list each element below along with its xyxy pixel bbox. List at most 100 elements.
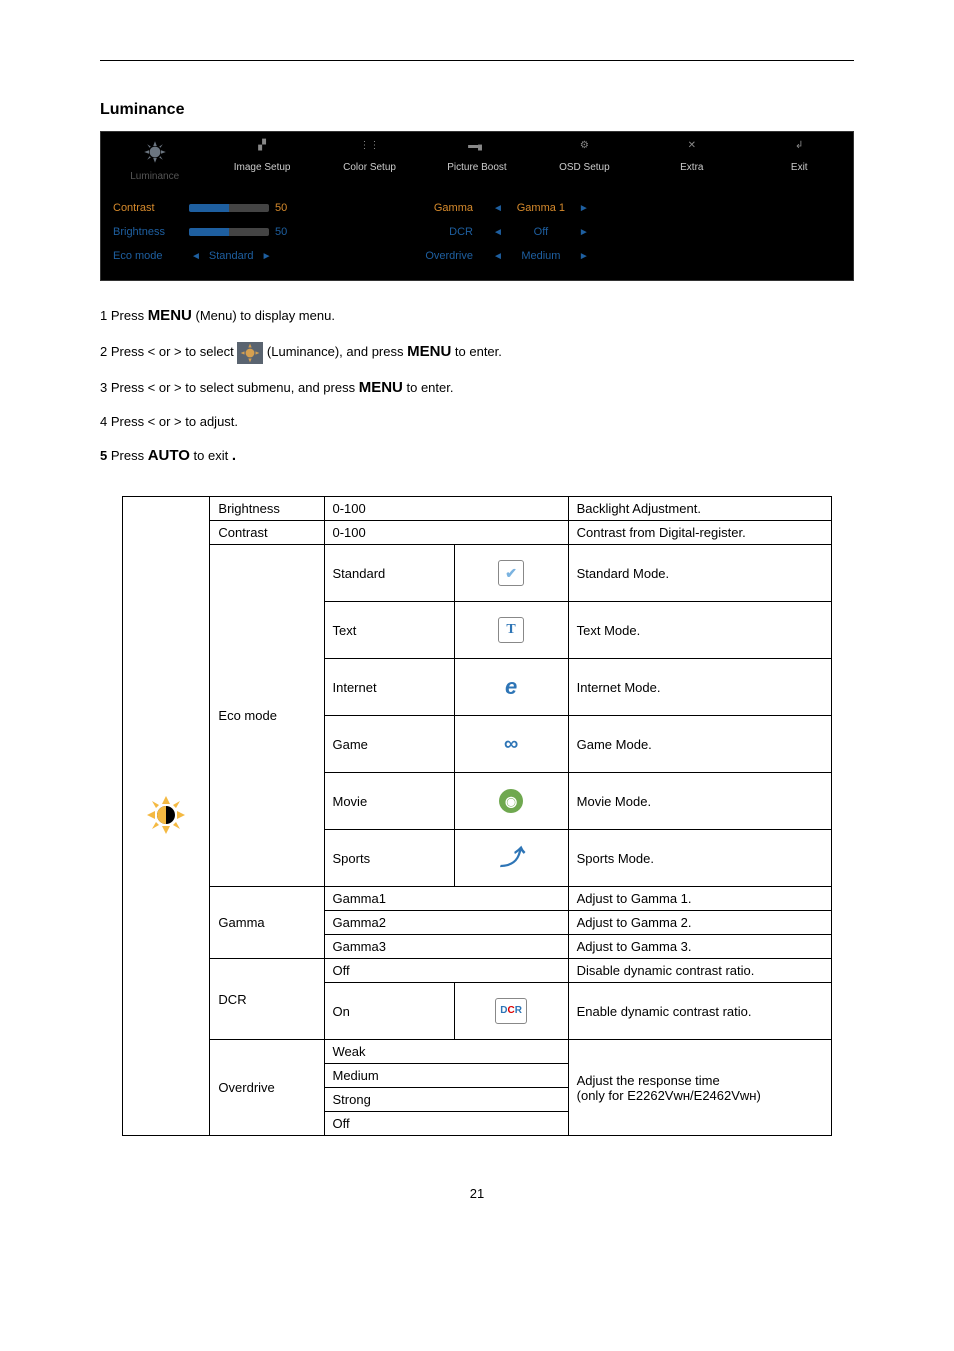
arrow-left-icon: ◄ — [485, 227, 511, 238]
arrow-right-icon: ► — [571, 251, 597, 262]
cell-dcr-on-desc: Enable dynamic contrast ratio. — [568, 983, 831, 1040]
cell-od-off: Off — [324, 1112, 568, 1136]
osd-row-gamma-val: ◄ Gamma 1 ► — [485, 196, 841, 220]
osd-value: Medium — [511, 250, 571, 262]
cell-eco-sports-desc: Sports Mode. — [568, 830, 831, 887]
luminance-main-icon — [146, 795, 186, 835]
cell-overdrive-desc: Adjust the response time (only for E2262… — [568, 1040, 831, 1136]
cell-eco-game: Game — [324, 716, 454, 773]
osd-tab-osd-setup: ⚙ OSD Setup — [531, 140, 638, 182]
cell-brightness-label: Brightness — [210, 497, 324, 521]
osd-value: 50 — [275, 226, 287, 238]
cell-gamma2: Gamma2 — [324, 911, 568, 935]
osd-tab-color-setup: ⋮⋮ Color Setup — [316, 140, 423, 182]
cell-eco-text: Text — [324, 602, 454, 659]
arrow-left-icon: ◄ — [485, 203, 511, 214]
cell-od-weak: Weak — [324, 1040, 568, 1064]
cell-dcr-on: On — [324, 983, 454, 1040]
osd-label: Gamma — [434, 202, 473, 214]
text-mode-icon: T — [498, 617, 524, 643]
cell-eco-movie-desc: Movie Mode. — [568, 773, 831, 830]
tab-label: OSD Setup — [559, 162, 610, 173]
text: (Luminance), and press — [267, 344, 407, 359]
cell-eco-sports-icon: ⤴ — [454, 830, 568, 887]
step2: 2 Press < or > to select (Luminance), an… — [100, 337, 854, 367]
osd-row-dcr-val: ◄ Off ► — [485, 220, 841, 244]
extra-icon: ✕ — [681, 140, 703, 158]
tab-label: Luminance — [130, 171, 179, 182]
cell-eco-standard-icon: ✔ — [454, 545, 568, 602]
arrow-right-icon: ► — [254, 251, 280, 262]
osd-tabs: Luminance ▞ Image Setup ⋮⋮ Color Setup ▬… — [101, 132, 853, 188]
osd-tab-image-setup: ▞ Image Setup — [208, 140, 315, 182]
osd-screenshot: Luminance ▞ Image Setup ⋮⋮ Color Setup ▬… — [100, 131, 854, 281]
spec-table: Brightness 0-100 Backlight Adjustment. C… — [122, 496, 832, 1136]
text: (only for E2262Vᴡʜ/E2462Vᴡʜ) — [577, 1088, 823, 1103]
arrow-left-icon: ◄ — [485, 251, 511, 262]
cell-dcr-off-desc: Disable dynamic contrast ratio. — [568, 959, 831, 983]
cell-eco-internet-desc: Internet Mode. — [568, 659, 831, 716]
page-title: Luminance — [100, 101, 854, 119]
osd-row-contrast: Contrast 50 — [113, 196, 313, 220]
text: to enter. — [455, 344, 502, 359]
cell-od-strong: Strong — [324, 1088, 568, 1112]
dcr-icon: DCR — [495, 998, 527, 1024]
tab-label: Color Setup — [343, 162, 396, 173]
auto-label: AUTO — [148, 447, 190, 464]
luminance-icon — [140, 140, 170, 167]
cell-eco-sports: Sports — [324, 830, 454, 887]
sports-mode-icon: ⤴ — [499, 846, 523, 870]
arrow-left-icon: ◄ — [183, 251, 209, 262]
tab-label: Image Setup — [234, 162, 291, 173]
cell-eco-internet: Internet — [324, 659, 454, 716]
cell-eco-standard: Standard — [324, 545, 454, 602]
cell-gamma3: Gamma3 — [324, 935, 568, 959]
osd-row-dcr: DCR — [313, 220, 473, 244]
osd-value: Gamma 1 — [511, 202, 571, 214]
instructions: 1 Press MENU (Menu) to display menu. 2 P… — [100, 301, 854, 471]
color-setup-icon: ⋮⋮ — [359, 140, 381, 158]
osd-value: Off — [511, 226, 571, 238]
cell-od-medium: Medium — [324, 1064, 568, 1088]
cell-eco-game-desc: Game Mode. — [568, 716, 831, 773]
image-setup-icon: ▞ — [251, 140, 273, 158]
cell-dcr-off: Off — [324, 959, 568, 983]
arrow-right-icon: ► — [571, 203, 597, 214]
slider — [189, 204, 269, 212]
osd-label: Eco mode — [113, 250, 183, 262]
text: 1 Press — [100, 308, 148, 323]
menu-label: MENU — [359, 379, 403, 396]
osd-row-ecomode: Eco mode ◄ Standard ► — [113, 244, 313, 268]
osd-tab-luminance: Luminance — [101, 140, 208, 182]
text: to exit — [194, 448, 229, 463]
cell-eco-movie: Movie — [324, 773, 454, 830]
step5: 5 Press AUTO to exit . — [100, 441, 854, 471]
text: Adjust the response time — [577, 1073, 823, 1088]
picture-boost-icon: ▬▖ — [466, 140, 488, 158]
cell-eco-text-desc: Text Mode. — [568, 602, 831, 659]
cell-contrast-desc: Contrast from Digital-register. — [568, 521, 831, 545]
cell-overdrive-label: Overdrive — [210, 1040, 324, 1136]
text: 2 Press < or > to select — [100, 344, 237, 359]
osd-tab-picture-boost: ▬▖ Picture Boost — [423, 140, 530, 182]
osd-tab-exit: ↲ Exit — [746, 140, 853, 182]
osd-setup-icon: ⚙ — [573, 140, 595, 158]
tab-label: Exit — [791, 162, 808, 173]
tab-label: Picture Boost — [447, 162, 506, 173]
osd-row-gamma: Gamma — [313, 196, 473, 220]
osd-row-overdrive-val: ◄ Medium ► — [485, 244, 841, 268]
step1: 1 Press MENU (Menu) to display menu. — [100, 301, 854, 331]
cell-ecomode-label: Eco mode — [210, 545, 324, 887]
cell-gamma3-desc: Adjust to Gamma 3. — [568, 935, 831, 959]
osd-row-brightness: Brightness 50 — [113, 220, 313, 244]
text: 5 — [100, 448, 111, 463]
cell-eco-text-icon: T — [454, 602, 568, 659]
exit-icon: ↲ — [788, 140, 810, 158]
step4: 4 Press < or > to adjust. — [100, 409, 854, 435]
osd-value: Standard — [209, 250, 254, 262]
cell-gamma1: Gamma1 — [324, 887, 568, 911]
cell-dcr-label: DCR — [210, 959, 324, 1040]
cell-gamma1-desc: Adjust to Gamma 1. — [568, 887, 831, 911]
text: (Menu) to display menu. — [195, 308, 334, 323]
osd-label: DCR — [449, 226, 473, 238]
